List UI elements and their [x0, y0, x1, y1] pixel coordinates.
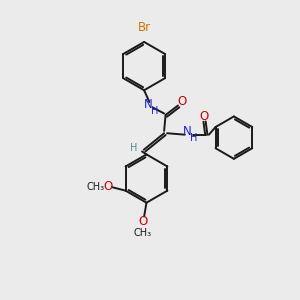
Text: CH₃: CH₃: [134, 228, 152, 238]
Text: H: H: [190, 133, 197, 143]
Text: N: N: [183, 125, 192, 138]
Text: N: N: [144, 98, 152, 111]
Text: CH₃: CH₃: [86, 182, 104, 192]
Text: H: H: [130, 143, 137, 153]
Text: Br: Br: [137, 21, 151, 34]
Text: O: O: [138, 215, 148, 228]
Text: H: H: [151, 106, 158, 116]
Text: O: O: [199, 110, 208, 123]
Text: O: O: [103, 180, 112, 193]
Text: O: O: [177, 94, 186, 108]
